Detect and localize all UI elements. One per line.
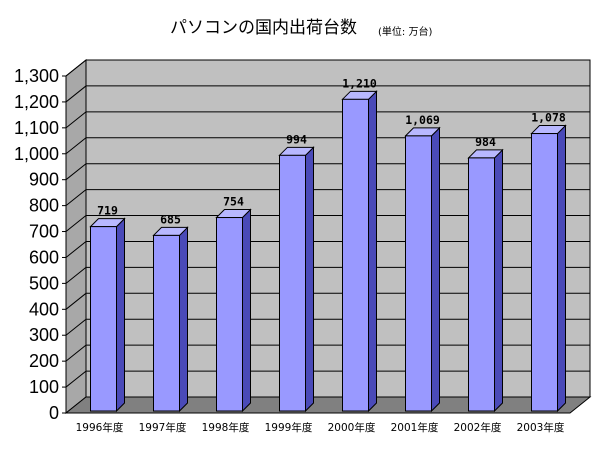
bar-side: [116, 217, 125, 413]
y-tick-label: 1,300: [14, 66, 59, 86]
data-label: 984: [475, 135, 496, 149]
chart-title: パソコンの国内出荷台数: [170, 18, 357, 38]
x-tick-label: 2001年度: [391, 421, 439, 434]
bar-front: [405, 135, 432, 412]
data-label: 1,210: [342, 76, 377, 90]
y-tick-label: 400: [29, 299, 59, 319]
bar-front: [468, 157, 495, 412]
bar-front: [531, 133, 558, 412]
y-tick-label: 1,100: [14, 118, 59, 138]
x-tick-label: 1997年度: [139, 421, 187, 434]
data-label: 1,069: [405, 113, 440, 127]
x-tick-label: 1996年度: [76, 421, 124, 434]
y-tick-label: 800: [29, 196, 59, 216]
gridline: [65, 111, 590, 129]
x-tick-label: 2003年度: [517, 421, 565, 434]
y-tick-label: 300: [29, 325, 59, 345]
bar-side: [305, 146, 314, 413]
bar: [404, 126, 441, 413]
bar-side: [368, 90, 377, 413]
bar-side: [494, 148, 503, 413]
bar: [467, 148, 504, 413]
gridline: [65, 59, 590, 77]
data-label: 719: [97, 204, 118, 218]
y-tick-label: 1,200: [14, 92, 59, 112]
x-tick-label: 1998年度: [202, 421, 250, 434]
bar: [89, 217, 126, 413]
x-tick-label: 2002年度: [454, 421, 502, 434]
y-tick-label: 700: [29, 222, 59, 242]
bar-front: [279, 154, 306, 412]
bar: [278, 146, 315, 413]
y-tick-label: 900: [29, 170, 59, 190]
y-tick-label: 500: [29, 273, 59, 293]
bar: [341, 90, 378, 413]
bar-side: [557, 124, 566, 413]
floor: [64, 396, 592, 414]
bar-front: [90, 226, 117, 412]
gridline: [65, 85, 590, 103]
y-tick-label: 200: [29, 351, 59, 371]
x-tick-label: 2000年度: [328, 421, 376, 434]
data-label: 754: [223, 195, 244, 209]
y-tick-label: 1,000: [14, 144, 59, 164]
data-label: 685: [160, 212, 181, 226]
y-tick-label: 600: [29, 247, 59, 267]
y-tick-label: 0: [49, 403, 59, 423]
bar: [215, 208, 252, 413]
chart-unit-label: (単位: 万台): [378, 25, 432, 38]
data-label: 1,078: [531, 111, 566, 125]
bar-side: [179, 226, 188, 413]
bar-front: [153, 234, 180, 412]
side-wall: [65, 58, 87, 415]
bar-front: [342, 98, 369, 412]
x-tick-label: 1999年度: [265, 421, 313, 434]
bar-side: [242, 208, 251, 413]
data-label: 994: [286, 132, 307, 146]
bar-front: [216, 217, 243, 412]
y-tick-label: 100: [29, 377, 59, 397]
bar-side: [431, 126, 440, 413]
bar: [530, 124, 567, 413]
bar: [152, 226, 189, 413]
